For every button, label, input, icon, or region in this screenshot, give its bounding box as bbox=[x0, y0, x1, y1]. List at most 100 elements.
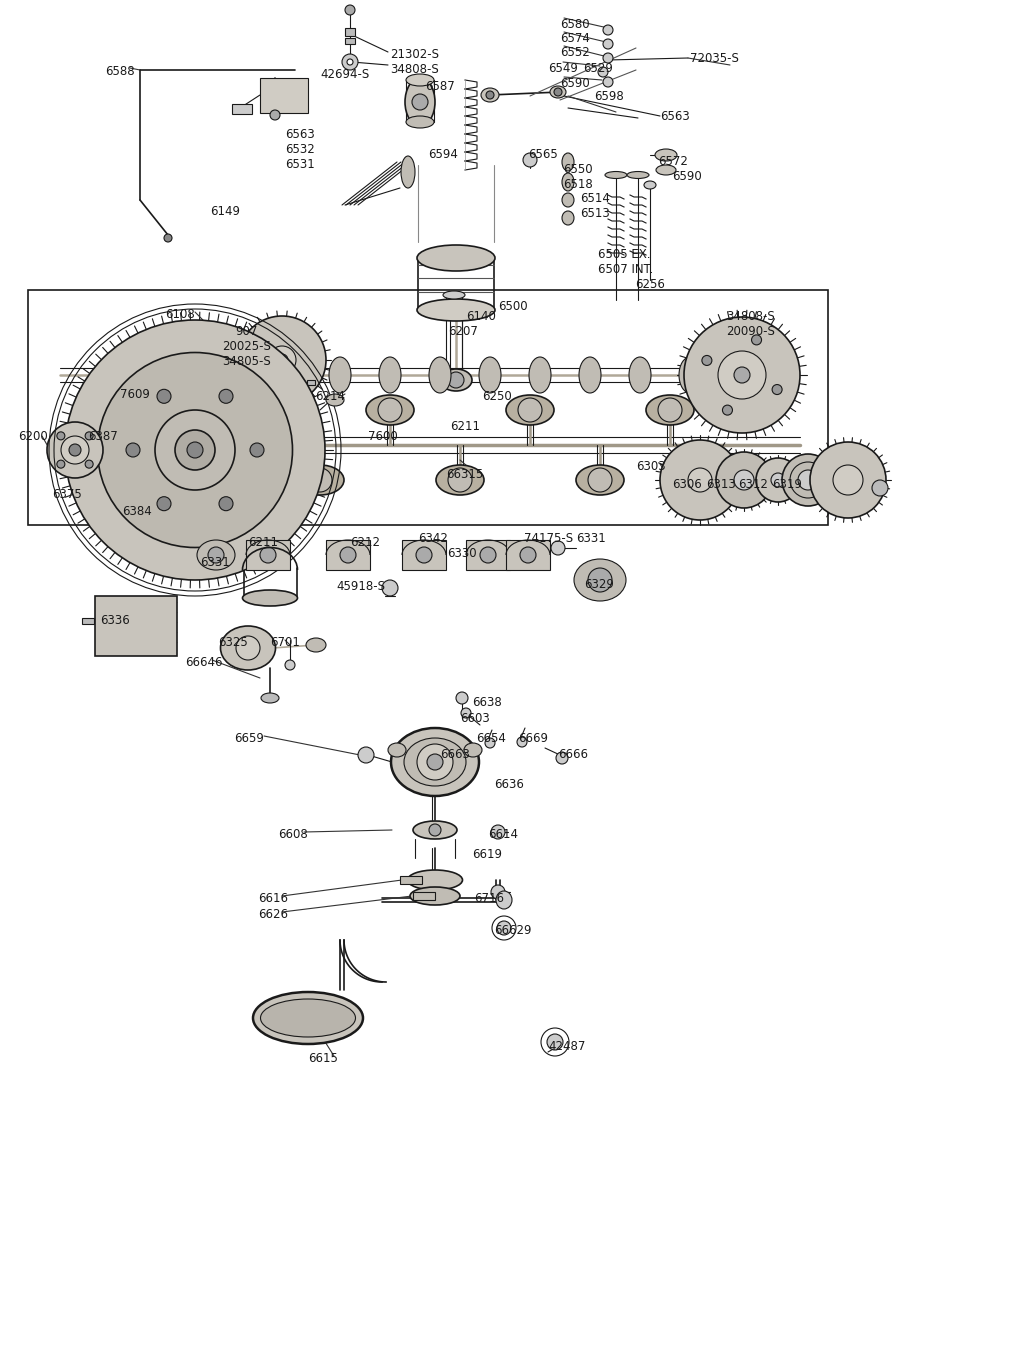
Circle shape bbox=[236, 636, 260, 660]
Text: 6207: 6207 bbox=[448, 325, 478, 338]
Circle shape bbox=[598, 66, 608, 77]
Ellipse shape bbox=[464, 743, 482, 757]
Text: 6331: 6331 bbox=[576, 532, 606, 545]
Text: 907: 907 bbox=[235, 325, 257, 338]
Ellipse shape bbox=[326, 395, 344, 405]
Circle shape bbox=[771, 473, 785, 487]
Text: 6211: 6211 bbox=[450, 420, 480, 433]
Text: 6563: 6563 bbox=[285, 127, 315, 141]
Text: 6550: 6550 bbox=[563, 163, 592, 176]
Ellipse shape bbox=[296, 465, 344, 495]
Text: 6549: 6549 bbox=[548, 62, 578, 75]
Ellipse shape bbox=[404, 738, 466, 786]
Text: 6500: 6500 bbox=[498, 300, 527, 313]
Circle shape bbox=[47, 422, 103, 479]
Ellipse shape bbox=[410, 887, 460, 904]
Circle shape bbox=[417, 744, 453, 780]
Text: 6250: 6250 bbox=[482, 391, 512, 403]
Text: 6590: 6590 bbox=[560, 77, 589, 89]
Circle shape bbox=[429, 824, 441, 837]
Text: 6615: 6615 bbox=[308, 1052, 338, 1064]
Circle shape bbox=[260, 546, 276, 563]
Text: 20025-S: 20025-S bbox=[223, 340, 271, 353]
Circle shape bbox=[485, 738, 495, 749]
Circle shape bbox=[61, 437, 89, 464]
Text: 6666: 6666 bbox=[558, 749, 588, 761]
Circle shape bbox=[782, 454, 834, 506]
Circle shape bbox=[85, 431, 93, 439]
Circle shape bbox=[810, 442, 886, 518]
Ellipse shape bbox=[646, 395, 694, 424]
Text: 6669: 6669 bbox=[518, 732, 548, 744]
Text: 6716: 6716 bbox=[474, 892, 504, 904]
Circle shape bbox=[57, 460, 65, 468]
Text: 66629: 66629 bbox=[494, 923, 531, 937]
Circle shape bbox=[378, 399, 402, 422]
Circle shape bbox=[491, 885, 505, 899]
Text: 6654: 6654 bbox=[477, 732, 506, 744]
Polygon shape bbox=[246, 540, 290, 570]
Text: 6331: 6331 bbox=[200, 556, 230, 570]
Circle shape bbox=[798, 471, 818, 490]
Ellipse shape bbox=[656, 165, 676, 175]
Circle shape bbox=[345, 5, 355, 15]
Circle shape bbox=[65, 320, 325, 580]
Ellipse shape bbox=[243, 590, 298, 606]
Circle shape bbox=[85, 460, 93, 468]
Circle shape bbox=[752, 335, 762, 344]
Text: 6319: 6319 bbox=[772, 479, 802, 491]
Text: 72035-S: 72035-S bbox=[690, 52, 739, 65]
Text: 34805-S: 34805-S bbox=[223, 355, 270, 367]
Ellipse shape bbox=[562, 174, 574, 191]
Ellipse shape bbox=[329, 357, 351, 393]
Text: 7600: 7600 bbox=[368, 430, 397, 443]
Bar bbox=[82, 618, 94, 624]
Circle shape bbox=[604, 53, 613, 62]
Text: 6507 INT.: 6507 INT. bbox=[598, 263, 653, 277]
Ellipse shape bbox=[406, 75, 434, 85]
Circle shape bbox=[276, 354, 288, 366]
Text: 20090-S: 20090-S bbox=[726, 325, 775, 338]
Ellipse shape bbox=[405, 79, 435, 126]
Bar bbox=[96, 597, 177, 656]
Ellipse shape bbox=[253, 993, 363, 1044]
Circle shape bbox=[69, 443, 81, 456]
Circle shape bbox=[57, 431, 65, 439]
Text: 6587: 6587 bbox=[425, 80, 455, 94]
Circle shape bbox=[518, 399, 542, 422]
Circle shape bbox=[270, 110, 280, 119]
Ellipse shape bbox=[443, 292, 465, 300]
Ellipse shape bbox=[197, 540, 235, 570]
Text: 6636: 6636 bbox=[494, 778, 524, 791]
Text: 6580: 6580 bbox=[560, 18, 589, 31]
Bar bbox=[307, 380, 315, 385]
Text: 6505 EX.: 6505 EX. bbox=[598, 248, 650, 260]
Text: 6588: 6588 bbox=[105, 65, 135, 79]
Circle shape bbox=[604, 77, 613, 87]
Ellipse shape bbox=[306, 639, 326, 652]
Ellipse shape bbox=[417, 245, 495, 271]
Circle shape bbox=[588, 568, 612, 593]
Text: 6614: 6614 bbox=[488, 829, 518, 841]
Ellipse shape bbox=[529, 357, 551, 393]
Ellipse shape bbox=[506, 395, 554, 424]
Text: 6214: 6214 bbox=[315, 391, 345, 403]
Circle shape bbox=[427, 754, 443, 770]
Circle shape bbox=[285, 660, 295, 670]
Circle shape bbox=[268, 346, 296, 374]
Circle shape bbox=[604, 24, 613, 35]
Circle shape bbox=[497, 921, 511, 936]
Circle shape bbox=[588, 468, 612, 492]
Circle shape bbox=[684, 317, 800, 433]
Bar bbox=[345, 28, 355, 37]
Ellipse shape bbox=[496, 891, 512, 909]
Ellipse shape bbox=[220, 626, 275, 670]
Ellipse shape bbox=[388, 743, 406, 757]
Text: 6531: 6531 bbox=[285, 159, 315, 171]
Ellipse shape bbox=[579, 357, 601, 393]
Circle shape bbox=[833, 465, 863, 495]
Text: 6342: 6342 bbox=[418, 532, 448, 545]
Circle shape bbox=[340, 546, 356, 563]
Text: 42487: 42487 bbox=[548, 1040, 585, 1054]
Polygon shape bbox=[402, 540, 446, 570]
